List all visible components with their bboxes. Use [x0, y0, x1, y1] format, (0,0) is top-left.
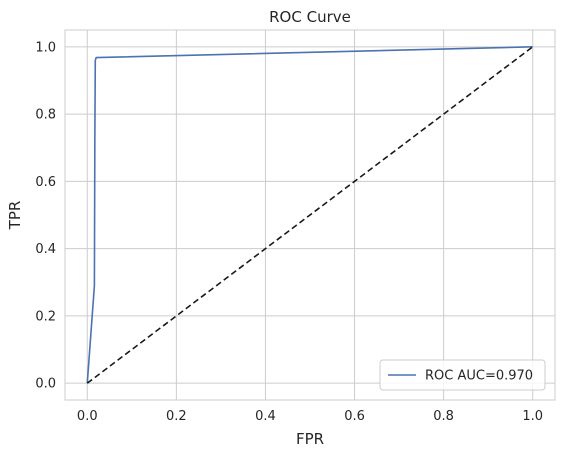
series-layer — [86, 46, 534, 384]
x-tick-label: 0.6 — [344, 409, 365, 424]
x-tick-label: 0.0 — [77, 409, 98, 424]
roc-curve-line — [86, 46, 533, 384]
x-tick-label: 0.8 — [433, 409, 454, 424]
x-tick-label: 0.2 — [166, 409, 187, 424]
x-tick-label: 1.0 — [522, 409, 543, 424]
chance-diagonal-line — [86, 46, 534, 384]
y-tick-label: 0.6 — [35, 175, 56, 190]
grid — [65, 30, 555, 400]
y-tick-label: 0.2 — [35, 309, 56, 324]
legend: ROC AUC=0.970 — [379, 359, 546, 391]
legend-label: ROC AUC=0.970 — [425, 369, 533, 384]
plot-area-frame — [64, 29, 556, 401]
y-axis-label: TPR — [6, 201, 24, 231]
y-tick-label: 0.0 — [35, 377, 56, 392]
x-axis-label: FPR — [296, 430, 324, 448]
y-tick-label: 0.4 — [35, 242, 56, 257]
x-tick-label: 0.4 — [255, 409, 276, 424]
chart-title: ROC Curve — [269, 8, 351, 26]
tick-labels: 0.0 0.2 0.4 0.6 0.8 1.0 0.0 0.2 0.4 0.6 0.8 1.0 — [35, 40, 543, 424]
legend-box — [379, 359, 546, 391]
y-tick-label: 1.0 — [35, 40, 56, 55]
y-tick-label: 0.8 — [35, 108, 56, 123]
